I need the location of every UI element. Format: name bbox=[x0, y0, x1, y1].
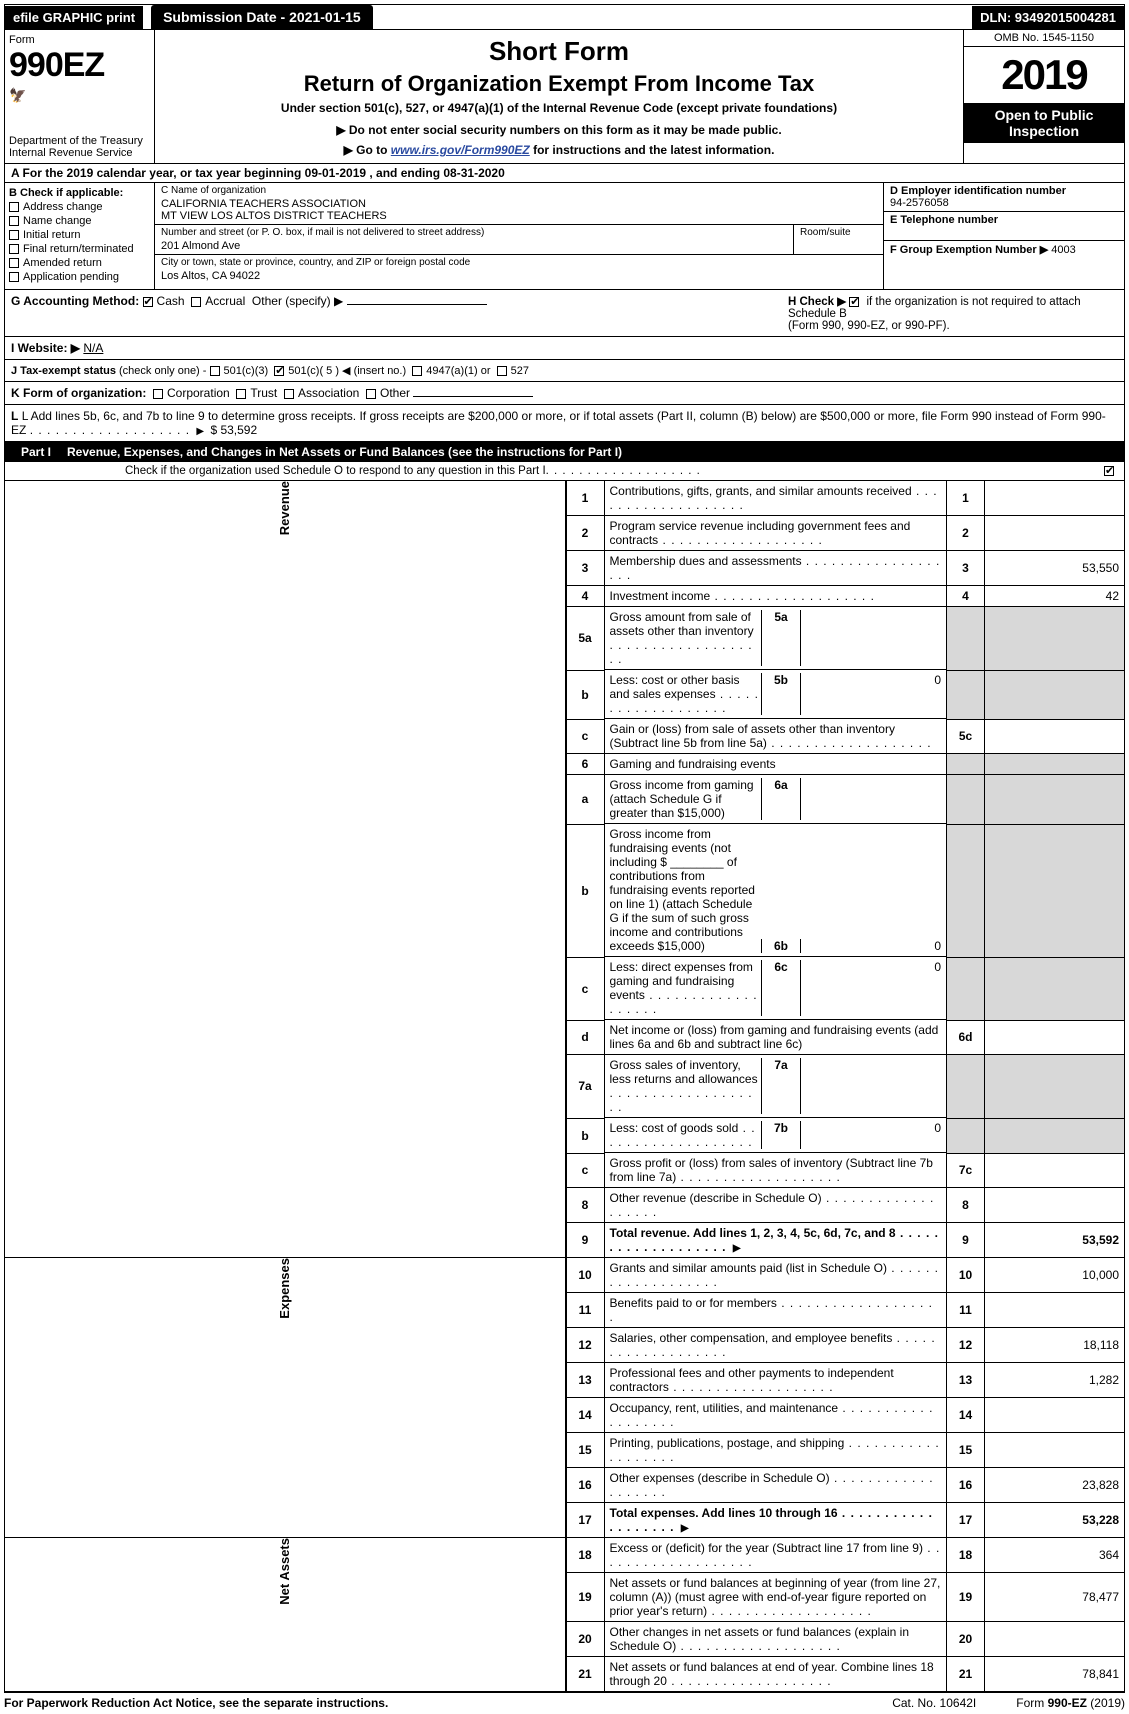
c-city-label: City or town, state or province, country… bbox=[155, 255, 883, 270]
k-label: K Form of organization: bbox=[11, 386, 146, 400]
revenue-table: 1Contributions, gifts, grants, and simil… bbox=[566, 481, 1126, 1258]
tax-year: 2019 bbox=[964, 47, 1124, 103]
netassets-table: 18Excess or (deficit) for the year (Subt… bbox=[566, 1538, 1126, 1692]
netassets-vlabel: Net Assets bbox=[4, 1538, 566, 1692]
chk-j-501c3[interactable] bbox=[210, 366, 220, 376]
short-form-title: Short Form bbox=[165, 36, 953, 67]
top-bar: efile GRAPHIC print Submission Date - 20… bbox=[4, 4, 1125, 30]
dln-label: DLN: 93492015004281 bbox=[972, 6, 1124, 29]
footer-catno: Cat. No. 10642I bbox=[892, 1696, 976, 1710]
amt-3: 53,550 bbox=[985, 551, 1125, 586]
omb-number: OMB No. 1545-1150 bbox=[964, 30, 1124, 47]
form-word: Form bbox=[9, 34, 150, 46]
submission-date-label: Submission Date - 2021-01-15 bbox=[151, 5, 373, 29]
row-l: L L Add lines 5b, 6c, and 7b to line 9 t… bbox=[4, 405, 1125, 442]
footer-paperwork: For Paperwork Reduction Act Notice, see … bbox=[4, 1696, 388, 1710]
chk-j-501c[interactable] bbox=[274, 366, 284, 376]
c-city-value: Los Altos, CA 94022 bbox=[155, 270, 883, 284]
amt-18: 364 bbox=[985, 1538, 1125, 1573]
subtitle: Under section 501(c), 527, or 4947(a)(1)… bbox=[165, 101, 953, 115]
chk-j-4947[interactable] bbox=[412, 366, 422, 376]
chk-final-return[interactable] bbox=[9, 244, 19, 254]
row-gh: G Accounting Method: Cash Accrual Other … bbox=[4, 290, 1125, 337]
form-number: 990EZ bbox=[9, 46, 150, 85]
ssn-warning: ▶ Do not enter social security numbers o… bbox=[165, 123, 953, 137]
header-right: OMB No. 1545-1150 2019 Open to Public In… bbox=[964, 30, 1124, 163]
g-label: G Accounting Method: bbox=[11, 294, 139, 308]
amt-17: 53,228 bbox=[985, 1503, 1125, 1538]
i-value: N/A bbox=[83, 341, 103, 355]
l-amount: $ 53,592 bbox=[210, 423, 257, 437]
amt-4: 42 bbox=[985, 586, 1125, 607]
footer-formref: Form 990-EZ (2019) bbox=[1016, 1696, 1125, 1710]
header-left: Form 990EZ 🦅 Department of the Treasury … bbox=[5, 30, 155, 163]
amt-9: 53,592 bbox=[985, 1223, 1125, 1258]
revenue-section: Revenue 1Contributions, gifts, grants, a… bbox=[4, 481, 1125, 1258]
i-label: I Website: ▶ bbox=[11, 341, 80, 355]
section-bcd: B Check if applicable: Address change Na… bbox=[4, 183, 1125, 290]
c-name-value: CALIFORNIA TEACHERS ASSOCIATION MT VIEW … bbox=[155, 198, 883, 224]
chk-g-accrual[interactable] bbox=[191, 297, 201, 307]
chk-schedule-o[interactable] bbox=[1104, 466, 1114, 476]
c-street-label: Number and street (or P. O. box, if mail… bbox=[155, 225, 793, 240]
f-group-value: 4003 bbox=[1051, 244, 1075, 256]
chk-address-change[interactable] bbox=[9, 202, 19, 212]
chk-amended-return[interactable] bbox=[9, 258, 19, 268]
chk-application-pending[interactable] bbox=[9, 272, 19, 282]
chk-k-trust[interactable] bbox=[236, 389, 246, 399]
e-phone-label: E Telephone number bbox=[890, 214, 998, 226]
amt-10: 10,000 bbox=[985, 1258, 1125, 1293]
amt-21: 78,841 bbox=[985, 1657, 1125, 1692]
section-b: B Check if applicable: Address change Na… bbox=[5, 183, 155, 289]
page-footer: For Paperwork Reduction Act Notice, see … bbox=[4, 1692, 1125, 1710]
c-street-value: 201 Almond Ave bbox=[155, 240, 793, 254]
f-group-label: F Group Exemption Number ▶ bbox=[890, 244, 1048, 256]
efile-print-label[interactable]: efile GRAPHIC print bbox=[5, 6, 143, 29]
department-label: Department of the Treasury Internal Reve… bbox=[9, 135, 143, 159]
c-name-label: C Name of organization bbox=[155, 183, 883, 198]
main-title: Return of Organization Exempt From Incom… bbox=[165, 71, 953, 97]
section-c: C Name of organization CALIFORNIA TEACHE… bbox=[155, 183, 884, 289]
row-a-tax-year: A For the 2019 calendar year, or tax yea… bbox=[4, 164, 1125, 183]
expenses-table: 10Grants and similar amounts paid (list … bbox=[566, 1258, 1126, 1538]
chk-g-cash[interactable] bbox=[143, 297, 153, 307]
expenses-section: Expenses 10Grants and similar amounts pa… bbox=[4, 1258, 1125, 1538]
h-label: H Check ▶ bbox=[788, 296, 846, 308]
part1-title: Revenue, Expenses, and Changes in Net As… bbox=[67, 445, 1116, 459]
open-public-inspection: Open to Public Inspection bbox=[964, 103, 1124, 143]
chk-initial-return[interactable] bbox=[9, 230, 19, 240]
treasury-seal-icon: 🦅 bbox=[9, 87, 150, 104]
d-ein-label: D Employer identification number bbox=[890, 185, 1066, 197]
form-page: efile GRAPHIC print Submission Date - 20… bbox=[0, 0, 1129, 1714]
amt-12: 18,118 bbox=[985, 1328, 1125, 1363]
row-j: J Tax-exempt status (check only one) - 5… bbox=[4, 360, 1125, 382]
revenue-vlabel: Revenue bbox=[4, 481, 566, 1258]
chk-name-change[interactable] bbox=[9, 216, 19, 226]
header-center: Short Form Return of Organization Exempt… bbox=[155, 30, 964, 163]
part1-schedule-o: Check if the organization used Schedule … bbox=[4, 462, 1125, 481]
chk-k-corp[interactable] bbox=[153, 389, 163, 399]
part1-label: Part I bbox=[13, 445, 59, 459]
expenses-vlabel: Expenses bbox=[4, 1258, 566, 1538]
amt-16: 23,828 bbox=[985, 1468, 1125, 1503]
j-label: J Tax-exempt status bbox=[11, 365, 116, 377]
form-header: Form 990EZ 🦅 Department of the Treasury … bbox=[4, 30, 1125, 164]
row-i: I Website: ▶ N/A bbox=[4, 337, 1125, 360]
section-def: D Employer identification number 94-2576… bbox=[884, 183, 1124, 289]
part1-header: Part I Revenue, Expenses, and Changes in… bbox=[4, 442, 1125, 462]
row-k: K Form of organization: Corporation Trus… bbox=[4, 382, 1125, 405]
chk-k-assoc[interactable] bbox=[284, 389, 294, 399]
amt-13: 1,282 bbox=[985, 1363, 1125, 1398]
amt-19: 78,477 bbox=[985, 1573, 1125, 1622]
net-assets-section: Net Assets 18Excess or (deficit) for the… bbox=[4, 1538, 1125, 1692]
c-room-label: Room/suite bbox=[794, 225, 883, 240]
goto-instructions: ▶ Go to www.irs.gov/Form990EZ for instru… bbox=[165, 143, 953, 157]
d-ein-value: 94-2576058 bbox=[890, 197, 949, 209]
chk-h[interactable] bbox=[849, 297, 859, 307]
chk-k-other[interactable] bbox=[366, 389, 376, 399]
irs-link[interactable]: www.irs.gov/Form990EZ bbox=[391, 143, 530, 157]
b-header: B Check if applicable: bbox=[9, 187, 150, 199]
chk-j-527[interactable] bbox=[497, 366, 507, 376]
